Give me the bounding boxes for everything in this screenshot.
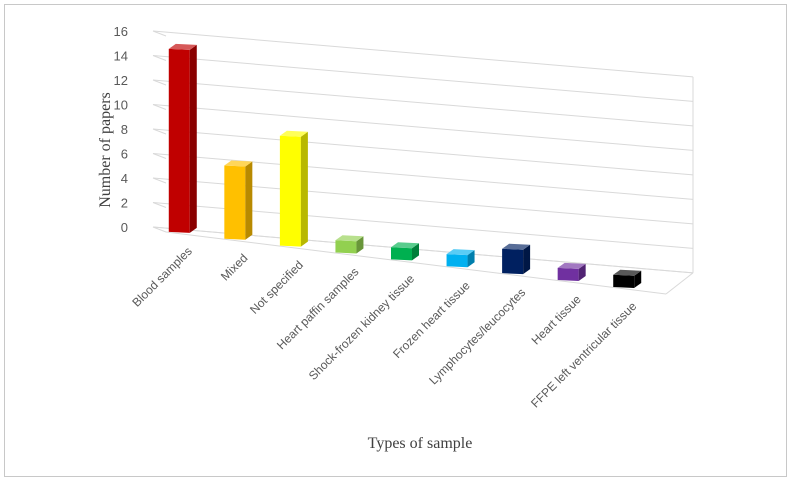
y-tick-label: 2: [121, 196, 128, 211]
bar: [502, 243, 531, 275]
bar: [279, 130, 308, 247]
bar-front: [446, 254, 468, 268]
gridline-side: [152, 128, 167, 135]
y-tick-labels: 0 2 4 6 8 10 12 14 16: [114, 24, 128, 235]
gridline-side: [152, 79, 167, 86]
bar-front: [224, 165, 246, 240]
bar-front: [557, 267, 579, 282]
bar-side: [523, 244, 531, 275]
bar-side: [189, 44, 197, 233]
y-tick-label: 12: [114, 73, 128, 88]
bar-top: [168, 43, 197, 50]
bar-front: [335, 240, 357, 254]
y-tick-label: 4: [121, 171, 128, 186]
x-axis-title: Types of sample: [368, 435, 473, 452]
chart-frame: [4, 4, 787, 477]
gridline-side: [152, 153, 167, 159]
bar-side: [300, 131, 308, 247]
bar-side: [467, 250, 475, 268]
bar: [335, 235, 364, 254]
category-label: Blood samples: [129, 244, 195, 310]
bar-front: [279, 135, 301, 247]
bar-top: [613, 269, 642, 276]
y-tick-label: 16: [114, 24, 128, 39]
gridline-side: [152, 202, 167, 208]
bar-top: [391, 242, 419, 249]
y-tick-label: 8: [121, 122, 128, 137]
category-label: FFPE left ventricular tissue: [528, 299, 640, 411]
bar-top: [279, 130, 308, 137]
gridline: [152, 128, 694, 176]
floor-front-edge: [165, 231, 667, 295]
bar: [557, 262, 586, 282]
bar-front: [168, 48, 190, 233]
bar-side: [578, 263, 586, 282]
gridline: [152, 104, 694, 151]
category-label: Not specified: [247, 258, 306, 317]
bar-top: [557, 262, 586, 269]
bar: [391, 242, 419, 261]
bar-front: [502, 248, 524, 275]
gridline-side: [152, 55, 167, 61]
category-label: Mixed: [218, 251, 251, 284]
gridline-side: [152, 30, 167, 37]
floor-right-edge: [665, 272, 694, 295]
gridline: [152, 79, 694, 127]
gridline: [152, 55, 694, 102]
bar-front: [613, 274, 635, 288]
bar-top: [446, 249, 475, 256]
y-axis-title: Number of papers: [97, 92, 114, 208]
bar-top: [224, 160, 253, 167]
bar: [168, 43, 197, 233]
bar-side: [634, 270, 642, 288]
gridline: [152, 30, 694, 78]
bar-front: [391, 247, 412, 261]
y-tick-label: 0: [121, 220, 128, 235]
bar: [446, 249, 475, 268]
bar-side: [356, 236, 364, 254]
bar-side: [245, 161, 253, 240]
bars: [168, 43, 642, 288]
category-label: Heart tissue: [529, 292, 584, 347]
bar-top: [502, 243, 531, 250]
bar-side: [412, 243, 419, 261]
gridline-side: [152, 177, 167, 184]
bar: [224, 160, 253, 240]
gridline-side: [152, 226, 167, 233]
y-tick-label: 14: [114, 49, 128, 64]
y-tick-label: 6: [121, 147, 128, 162]
bar-top: [335, 235, 364, 242]
category-label: Shock-frozen kidney tissue: [306, 271, 418, 383]
bar: [613, 269, 642, 288]
gridline-side: [152, 104, 167, 110]
y-tick-label: 10: [114, 98, 128, 113]
